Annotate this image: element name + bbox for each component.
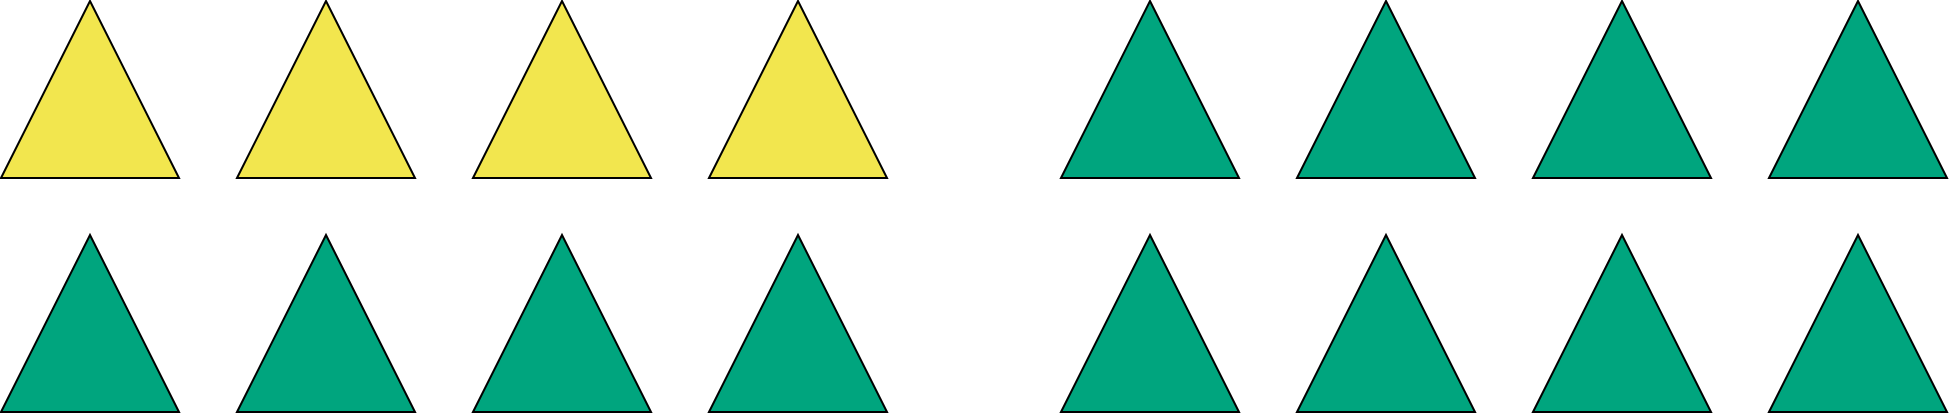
yellow-triangle (235, 0, 417, 179)
green-triangle (1059, 232, 1241, 413)
green-triangle (1531, 0, 1713, 179)
yellow-triangle (0, 0, 181, 179)
green-triangle (1531, 232, 1713, 413)
green-triangle (1295, 232, 1477, 413)
yellow-triangle (707, 0, 889, 179)
green-triangle (0, 232, 181, 413)
green-triangle (1059, 0, 1241, 179)
green-triangle (1295, 0, 1477, 179)
right-triangle-group (1059, 0, 1949, 413)
green-triangle (707, 232, 889, 413)
green-triangle (471, 232, 653, 413)
green-triangle (235, 232, 417, 413)
yellow-triangle (471, 0, 653, 179)
green-triangle (1767, 232, 1949, 413)
green-triangle (1767, 0, 1949, 179)
left-triangle-group (0, 0, 889, 413)
